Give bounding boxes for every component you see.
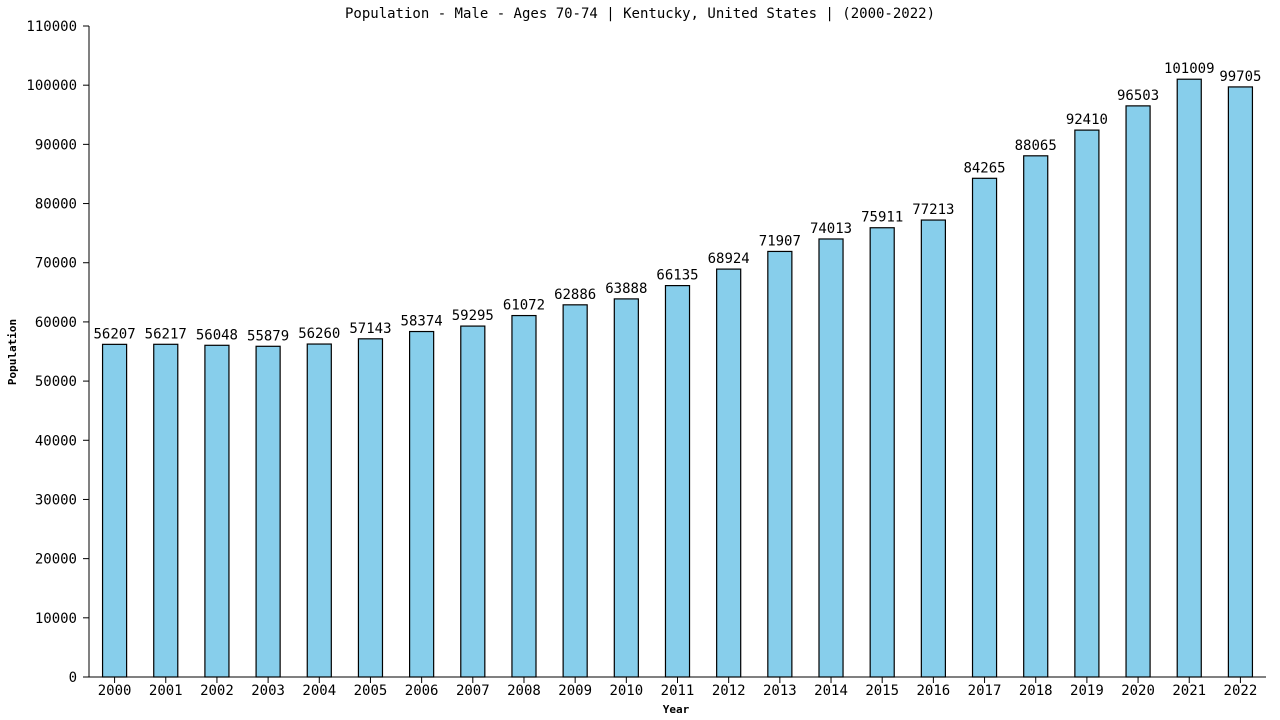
x-tick-label: 2017 — [968, 683, 1002, 699]
y-tick-label: 50000 — [35, 374, 77, 390]
x-tick-label: 2021 — [1172, 683, 1206, 699]
bar-2005 — [357, 338, 384, 678]
x-tick-label: 2009 — [558, 683, 592, 699]
y-tick-label: 20000 — [35, 552, 77, 568]
data-label-2009: 62886 — [554, 287, 596, 303]
data-label-2010: 63888 — [605, 281, 647, 297]
data-label-2005: 57143 — [349, 321, 391, 337]
bar-2018 — [1023, 155, 1049, 678]
bar-2017 — [971, 177, 998, 678]
x-axis-title: Year — [663, 703, 690, 716]
x-tick-label: 2015 — [865, 683, 899, 699]
x-tick-label: 2022 — [1224, 683, 1258, 699]
bar-2001 — [153, 343, 179, 678]
bar-2008 — [511, 314, 537, 678]
bar-2010 — [613, 298, 639, 678]
x-tick-label: 2012 — [712, 683, 746, 699]
x-tick-label: 2003 — [251, 683, 285, 699]
bar-2015 — [869, 227, 895, 678]
y-axis: 0 10000 20000 30000 40000 50000 60000 70000 8000… — [26, 19, 90, 686]
data-label-2007: 59295 — [452, 308, 494, 324]
bar-2006 — [409, 330, 435, 678]
bar-2012 — [716, 268, 742, 678]
y-tick-label: 10000 — [35, 611, 77, 627]
x-tick-label: 2018 — [1019, 683, 1053, 699]
x-tick-label: 2007 — [456, 683, 490, 699]
bar-2022 — [1227, 86, 1254, 678]
data-label-2016: 77213 — [912, 202, 954, 218]
data-label-2006: 58374 — [401, 314, 443, 330]
x-tick-label: 2005 — [354, 683, 388, 699]
y-tick-label: 110000 — [26, 19, 77, 35]
bar-2014 — [818, 238, 844, 678]
bars-group — [101, 78, 1254, 678]
data-label-2014: 74013 — [810, 221, 852, 237]
data-label-2011: 66135 — [656, 268, 698, 284]
bar-2002 — [204, 344, 230, 678]
bar-2007 — [460, 325, 486, 678]
x-tick-label: 2014 — [814, 683, 848, 699]
y-tick-label: 30000 — [35, 492, 77, 508]
x-tick-label: 2011 — [661, 683, 695, 699]
x-tick-label: 2008 — [507, 683, 541, 699]
data-label-2002: 56048 — [196, 327, 238, 343]
data-label-2018: 88065 — [1015, 138, 1057, 154]
data-label-2000: 56207 — [94, 326, 136, 342]
x-tick-label: 2004 — [302, 683, 336, 699]
data-label-2003: 55879 — [247, 328, 289, 344]
data-label-2013: 71907 — [759, 233, 801, 249]
data-labels-group: 56207 56217 56048 55879 56260 57143 58374 59295… — [94, 61, 1262, 344]
x-tick-label: 2019 — [1070, 683, 1104, 699]
bar-2003 — [255, 345, 281, 678]
bar-2021 — [1176, 78, 1202, 678]
x-axis: 2000 2001 2002 2003 2004 2005 2006 2007 2008 2009… — [89, 676, 1266, 699]
x-tick-label: 2010 — [609, 683, 643, 699]
data-label-2015: 75911 — [861, 210, 903, 226]
chart-title: Population - Male - Ages 70-74 | Kentuck… — [345, 6, 935, 22]
bar-2011 — [664, 285, 691, 678]
data-label-2017: 84265 — [963, 160, 1005, 176]
bar-2004 — [306, 343, 332, 678]
data-label-2004: 56260 — [298, 326, 340, 342]
bar-2000 — [101, 343, 128, 678]
x-tick-label: 2013 — [763, 683, 797, 699]
y-tick-label: 70000 — [35, 256, 77, 272]
x-tick-label: 2001 — [149, 683, 183, 699]
x-tick-label: 2002 — [200, 683, 234, 699]
y-tick-label: 60000 — [35, 315, 77, 331]
x-tick-label: 2000 — [98, 683, 132, 699]
bar-2020 — [1125, 105, 1151, 678]
y-tick-label: 40000 — [35, 433, 77, 449]
data-label-2019: 92410 — [1066, 112, 1108, 128]
y-tick-label: 80000 — [35, 197, 77, 213]
y-axis-title: Population — [6, 319, 19, 385]
data-label-2012: 68924 — [708, 251, 750, 267]
x-tick-label: 2006 — [405, 683, 439, 699]
data-label-2021: 101009 — [1164, 61, 1215, 77]
x-tick-label: 2016 — [917, 683, 951, 699]
data-label-2020: 96503 — [1117, 88, 1159, 104]
data-label-2008: 61072 — [503, 298, 545, 314]
x-tick-label: 2020 — [1121, 683, 1155, 699]
data-label-2001: 56217 — [145, 326, 187, 342]
bar-2013 — [767, 250, 793, 678]
y-tick-label: 90000 — [35, 137, 77, 153]
y-tick-label: 100000 — [26, 78, 77, 94]
y-tick-label: 0 — [69, 670, 77, 686]
bar-2009 — [562, 304, 588, 678]
bar-2016 — [920, 219, 946, 678]
bar-2019 — [1074, 129, 1100, 678]
data-label-2022: 99705 — [1219, 69, 1261, 85]
